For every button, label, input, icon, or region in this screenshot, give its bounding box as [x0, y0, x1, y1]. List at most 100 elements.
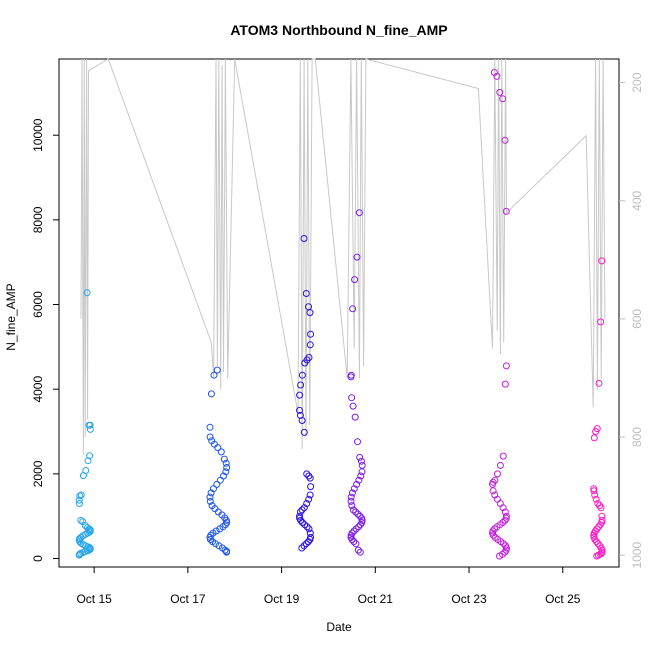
data-point — [598, 546, 606, 554]
data-point — [307, 330, 315, 338]
data-point — [489, 487, 497, 495]
data-point — [499, 452, 507, 460]
y2-tick-label: 200 — [630, 72, 644, 92]
data-point — [300, 235, 308, 242]
x-tick-label: Oct 19 — [264, 592, 300, 606]
data-point — [302, 290, 310, 297]
data-point — [352, 508, 360, 516]
data-point — [502, 362, 510, 370]
data-point — [597, 504, 605, 512]
data-point — [591, 491, 599, 499]
data-point — [213, 480, 221, 488]
data-point — [86, 425, 94, 433]
y-tick-label: 8000 — [31, 206, 45, 233]
data-point — [76, 492, 84, 500]
data-point — [207, 536, 214, 543]
data-point — [347, 373, 355, 381]
data-point — [352, 525, 360, 533]
data-point — [216, 476, 224, 484]
data-point — [303, 470, 311, 478]
secondary-series-line — [80, 58, 606, 455]
data-point — [221, 546, 229, 554]
data-point — [350, 485, 358, 493]
secondary-y-axis: 200 400 600 800 1000 — [619, 72, 644, 569]
data-point — [354, 438, 361, 446]
points-layer — [75, 69, 606, 560]
data-point — [207, 390, 215, 398]
x-axis: Oct 15 Oct 17 Oct 19 Oct 21 Oct 23 Oct 25 — [76, 567, 581, 606]
data-point — [596, 521, 604, 529]
data-point — [306, 491, 314, 499]
data-point — [356, 512, 364, 520]
x-tick-label: Oct 23 — [451, 592, 487, 606]
x-tick-label: Oct 21 — [358, 592, 394, 606]
data-point — [347, 531, 355, 539]
data-point — [306, 341, 314, 349]
data-point — [298, 371, 306, 379]
x-axis-label: Date — [326, 620, 352, 634]
data-point — [222, 459, 230, 467]
data-point — [499, 504, 507, 512]
data-point — [77, 516, 85, 524]
data-point — [298, 544, 306, 552]
data-point — [83, 289, 91, 297]
data-point — [501, 380, 509, 388]
data-point — [358, 461, 366, 469]
data-point — [296, 406, 303, 414]
data-point — [351, 276, 359, 284]
data-point — [297, 516, 305, 524]
data-point — [496, 461, 504, 469]
data-point — [592, 538, 600, 546]
data-point — [305, 525, 313, 533]
data-point — [356, 548, 364, 556]
data-point — [499, 95, 507, 103]
secondary-line-layer — [80, 58, 606, 455]
data-point — [501, 136, 509, 144]
data-point — [298, 506, 306, 514]
data-point — [349, 305, 357, 313]
y-axis: 0 2000 4000 6000 8000 10000 — [31, 118, 59, 562]
y-tick-label: 0 — [31, 555, 45, 562]
data-point — [298, 417, 306, 424]
data-point — [86, 452, 94, 460]
data-point — [357, 472, 365, 480]
data-point — [220, 455, 228, 463]
data-point — [206, 423, 214, 431]
data-point — [347, 497, 355, 505]
data-point — [307, 483, 315, 491]
y2-tick-label: 800 — [630, 427, 644, 447]
data-point — [350, 538, 358, 546]
data-point — [306, 309, 314, 317]
data-point — [206, 497, 214, 505]
data-point — [348, 394, 356, 402]
data-point — [217, 448, 225, 456]
data-point — [223, 464, 231, 471]
x-tick-label: Oct 17 — [170, 592, 206, 606]
data-point — [489, 531, 497, 539]
data-point — [357, 521, 364, 529]
data-point — [75, 496, 83, 504]
data-point — [207, 489, 215, 497]
data-point — [353, 253, 361, 261]
chart-title: ATOM3 Northbound N_fine_AMP — [230, 22, 447, 38]
data-point — [348, 502, 356, 510]
data-point — [296, 391, 304, 399]
data-point — [77, 550, 85, 557]
data-point — [297, 381, 305, 389]
data-point — [491, 525, 499, 533]
data-point — [347, 493, 355, 501]
data-point — [216, 525, 224, 533]
data-point — [358, 468, 366, 476]
y2-tick-label: 600 — [630, 309, 644, 329]
data-point — [76, 500, 83, 507]
data-point — [302, 540, 310, 548]
data-point — [79, 518, 87, 526]
data-point — [356, 453, 364, 461]
data-point — [354, 510, 362, 518]
y-tick-label: 6000 — [31, 291, 45, 318]
data-point — [496, 552, 503, 560]
y-tick-label: 4000 — [31, 376, 45, 403]
data-point — [595, 379, 603, 387]
data-point — [352, 540, 360, 548]
